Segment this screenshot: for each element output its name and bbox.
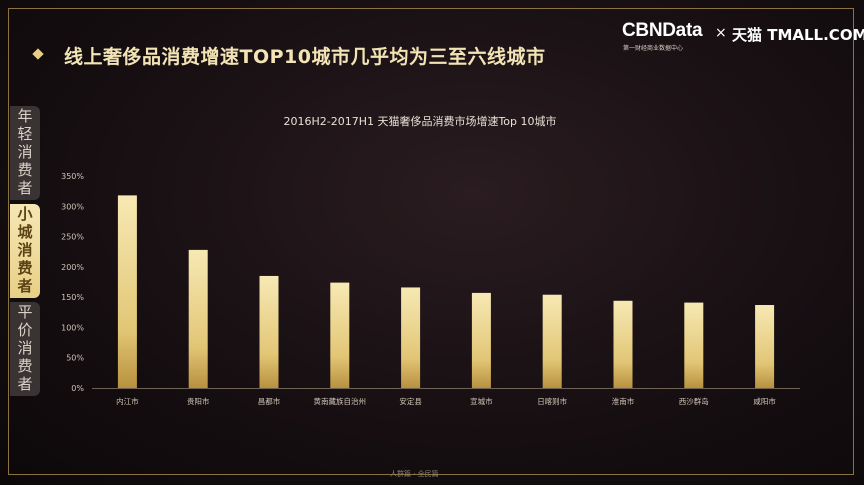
brand-logo: CBNData 第一财经商业数据中心 × 天猫 TMALL.COM: [622, 20, 864, 54]
side-tab-young[interactable]: 年轻消费者: [10, 106, 40, 200]
side-tab-budget[interactable]: 平价消费者: [10, 302, 40, 396]
side-tab-label: 平价消费者: [15, 304, 34, 394]
y-tick-label: 200%: [61, 263, 84, 272]
y-tick-label: 350%: [61, 172, 84, 181]
bar: [755, 305, 775, 388]
x-tick-label: 安定县: [399, 396, 422, 406]
y-tick-label: 250%: [61, 233, 84, 242]
side-tab-label: 小城消费者: [15, 206, 34, 296]
x-tick-label: 贵阳市: [187, 396, 210, 406]
x-tick-label: 淮南市: [612, 396, 635, 406]
partner-logo: 天猫 TMALL.COM: [732, 26, 864, 44]
x-tick-label: 昌都市: [258, 396, 281, 406]
side-tab-nav: 年轻消费者 小城消费者 平价消费者: [10, 106, 40, 400]
bar: [684, 302, 704, 388]
bar: [188, 249, 208, 388]
chart-title: 2016H2-2017H1 天猫奢侈品消费市场增速Top 10城市: [283, 114, 556, 128]
x-tick-label: 黄南藏族自治州: [314, 396, 367, 406]
side-tab-small-city[interactable]: 小城消费者: [10, 204, 40, 298]
y-tick-label: 150%: [61, 293, 84, 302]
bar: [117, 195, 137, 388]
y-axis: 0% 50% 100% 150% 200% 250% 300% 350%: [61, 172, 84, 393]
brand-main-logo: CBNData: [622, 20, 703, 41]
page-title: 线上奢侈品消费增速TOP10城市几乎均为三至六线城市: [64, 46, 546, 68]
x-tick-label: 内江市: [116, 396, 139, 406]
x-tick-label: 日喀则市: [537, 396, 567, 406]
x-tick-label: 咸阳市: [753, 396, 776, 406]
y-tick-label: 100%: [61, 323, 84, 332]
x-tick-label: 西沙群岛: [679, 396, 709, 406]
y-tick-label: 300%: [61, 202, 84, 211]
bar: [471, 292, 491, 388]
side-tab-label: 年轻消费者: [15, 108, 34, 198]
bar: [401, 287, 421, 388]
y-tick-label: 50%: [66, 354, 84, 363]
bar: [613, 300, 633, 388]
brand-separator: ×: [715, 25, 727, 41]
bar: [259, 275, 279, 388]
x-axis: 内江市 贵阳市 昌都市 黄南藏族自治州 安定县 宣城市 日喀则市 淮南市 西沙群岛 咸阳市: [116, 396, 776, 406]
y-tick-label: 0%: [71, 384, 84, 393]
bar: [542, 294, 562, 388]
x-tick-label: 宣城市: [470, 396, 493, 406]
bar: [330, 282, 350, 388]
footer-caption: 人群篇 · 全民篇: [390, 470, 439, 478]
bar-series: [117, 195, 775, 388]
brand-subtitle: 第一财经商业数据中心: [623, 45, 684, 52]
